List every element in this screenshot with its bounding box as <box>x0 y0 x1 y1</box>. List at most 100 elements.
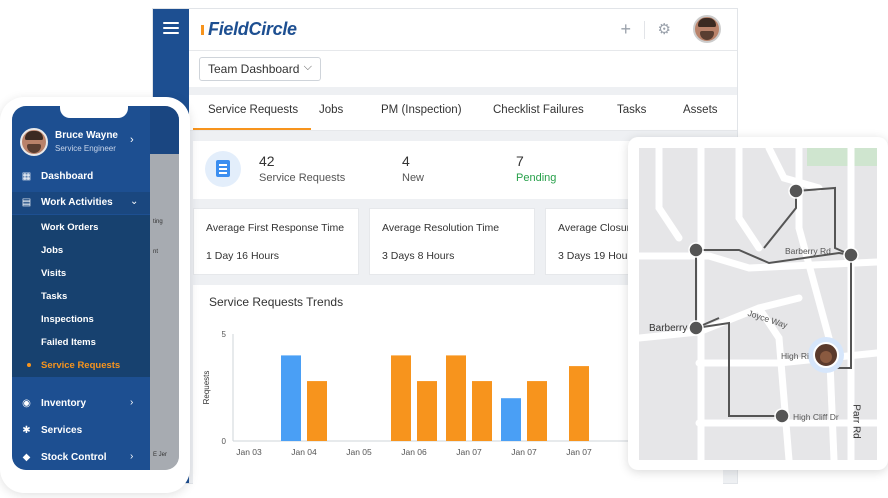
phone-notch <box>60 106 128 118</box>
dashboard-bar: Team Dashboard ⌵ <box>189 51 737 87</box>
dashboard-select[interactable]: Team Dashboard ⌵ <box>199 57 321 81</box>
metric-title: Average Closure <box>558 222 637 234</box>
stat-value: 4 <box>402 153 410 169</box>
hamburger-icon[interactable] <box>163 22 179 34</box>
x-tick-label: Jan 06 <box>401 447 427 457</box>
grid-icon: ▦ <box>21 171 32 182</box>
chart-bar <box>569 366 589 441</box>
user-profile-row[interactable]: Bruce Wayne Service Engineer › <box>12 124 150 162</box>
submenu-item-work-orders[interactable]: Work Orders <box>41 222 99 233</box>
stat-label: Service Requests <box>259 172 346 184</box>
route-map[interactable]: Barberry Rd Barberry Joyce Way High Ri H… <box>639 148 877 460</box>
x-tick-label: Jan 05 <box>346 447 372 457</box>
metric-value: 1 Day 16 Hours <box>206 250 279 262</box>
submenu-item-jobs[interactable]: Jobs <box>41 245 64 256</box>
menu-item-work-activities[interactable]: ▤ Work Activities ⌄ <box>12 192 150 214</box>
menu-label: Work Activities <box>41 197 113 208</box>
chevron-right-icon: › <box>130 397 134 408</box>
tab-tasks[interactable]: Tasks <box>617 104 647 116</box>
stat-label: New <box>402 172 425 184</box>
chart-bar <box>391 355 411 441</box>
tab-bar: Service Requests Jobs PM (Inspection) Ch… <box>189 95 737 131</box>
user-avatar[interactable] <box>693 15 721 43</box>
map-label: High Cliff Dr <box>793 412 839 422</box>
stat-value: 42 <box>259 153 275 169</box>
submenu-item-visits[interactable]: Visits <box>41 268 67 279</box>
chevron-down-icon: ⌄ <box>130 196 139 207</box>
map-label: Barberry Rd <box>785 246 831 256</box>
submenu-item-service-requests[interactable]: Service Requests <box>27 360 120 371</box>
chart-bar <box>446 355 466 441</box>
chart-bar <box>501 398 521 441</box>
chevron-right-icon: › <box>130 451 134 462</box>
metric-title: Average First Response Time <box>206 222 345 234</box>
map-card: Barberry Rd Barberry Joyce Way High Ri H… <box>628 137 888 470</box>
plus-icon[interactable]: + <box>620 19 631 39</box>
y-axis-title: Requests <box>202 371 211 405</box>
stat-label: Pending <box>516 172 557 184</box>
metric-card[interactable]: Average Resolution Time 3 Days 8 Hours <box>369 208 535 275</box>
menu-item-dashboard[interactable]: ▦ Dashboard <box>12 166 150 188</box>
tab-assets[interactable]: Assets <box>683 104 718 116</box>
active-dot-icon <box>27 363 31 367</box>
menu-item-services[interactable]: ✱ Services <box>12 420 150 442</box>
metric-value: 3 Days 8 Hours <box>382 250 455 262</box>
active-tab-indicator <box>193 128 311 130</box>
trend-chart: 5 0 Requests Jan 03 Jan 04 Jan 05 Jan 06 Jan 07… <box>202 330 713 457</box>
brand-logo[interactable]: FieldCircle <box>201 19 297 40</box>
chart-bar <box>472 381 492 441</box>
map-label: Parr Rd <box>850 404 862 439</box>
y-tick-label: 5 <box>222 330 227 339</box>
submenu-item-inspections[interactable]: Inspections <box>41 314 94 325</box>
top-header: FieldCircle + ⚙ <box>189 9 737 51</box>
map-roads <box>639 148 877 460</box>
chart-bar <box>417 381 437 441</box>
user-role: Service Engineer <box>55 144 116 153</box>
x-tick-label: Jan 07 <box>456 447 482 457</box>
menu-label: Stock Control <box>41 452 107 463</box>
menu-label: Dashboard <box>41 171 94 182</box>
tab-jobs[interactable]: Jobs <box>319 104 344 116</box>
peek-text: nt <box>153 249 159 255</box>
background-peek: ting nt E Jer <box>150 106 179 470</box>
metric-title: Average Resolution Time <box>382 222 500 234</box>
box-icon: ◉ <box>22 398 31 409</box>
trend-title: Service Requests Trends <box>209 295 344 309</box>
gear-icon[interactable]: ⚙ <box>657 21 671 38</box>
document-icon <box>205 151 241 187</box>
x-tick-label: Jan 03 <box>236 447 262 457</box>
phone-mockup: ting nt E Jer Bruce Wayne Service Engine… <box>0 97 190 493</box>
submenu-item-tasks[interactable]: Tasks <box>41 291 68 302</box>
header-divider <box>644 21 645 39</box>
menu-label: Services <box>41 425 83 436</box>
peek-text: E Jer <box>153 452 168 458</box>
nav-menu: Bruce Wayne Service Engineer › ▦ Dashboa… <box>12 106 150 470</box>
cog-icon: ✱ <box>22 425 31 436</box>
stat-value: 7 <box>516 153 524 169</box>
x-tick-label: Jan 07 <box>511 447 537 457</box>
peek-text: ting <box>153 219 163 225</box>
submenu-item-failed-items[interactable]: Failed Items <box>41 337 96 348</box>
metric-value: 3 Days 19 Hours <box>558 250 637 262</box>
chart-bar <box>527 381 547 441</box>
dashboard-select-value: Team Dashboard <box>208 62 300 76</box>
submenu: Work Orders Jobs Visits Tasks Inspection… <box>12 215 150 377</box>
chevron-down-icon: ⌵ <box>303 61 312 73</box>
tab-service-requests[interactable]: Service Requests <box>208 104 299 116</box>
bag-icon: ◆ <box>22 452 31 463</box>
tab-pm-inspection[interactable]: PM (Inspection) <box>381 104 462 116</box>
avatar <box>20 128 48 156</box>
x-tick-label: Jan 04 <box>291 447 317 457</box>
menu-item-inventory[interactable]: ◉ Inventory › <box>12 393 150 415</box>
tab-checklist-failures[interactable]: Checklist Failures <box>493 104 584 116</box>
metric-card[interactable]: Average First Response Time 1 Day 16 Hou… <box>193 208 359 275</box>
map-label: Barberry <box>649 323 688 334</box>
chevron-right-icon: › <box>130 134 134 146</box>
user-name: Bruce Wayne <box>55 130 118 141</box>
map-label: High Ri <box>781 351 809 361</box>
x-tick-label: Jan 07 <box>566 447 592 457</box>
phone-screen: ting nt E Jer Bruce Wayne Service Engine… <box>12 106 179 470</box>
menu-label: Inventory <box>41 398 87 409</box>
menu-item-stock-control[interactable]: ◆ Stock Control › <box>12 447 150 469</box>
